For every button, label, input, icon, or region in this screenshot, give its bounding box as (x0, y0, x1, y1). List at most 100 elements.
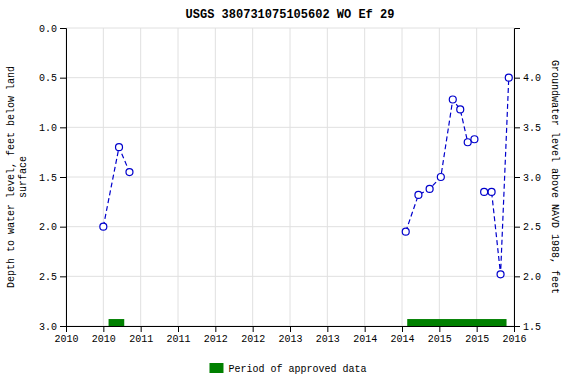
tick-label: 1.0 (39, 123, 57, 134)
tick-label: 1.5 (523, 322, 541, 333)
tick-label: 2016 (502, 334, 526, 345)
tick-mark (514, 276, 520, 277)
tick-label: 2.0 (523, 272, 541, 283)
tick-label: 2010 (92, 334, 116, 345)
tick-mark (60, 227, 66, 228)
tick: 0.5 (39, 73, 66, 84)
tick-mark (60, 326, 66, 327)
tick: 2012 (241, 326, 265, 345)
point (457, 106, 464, 113)
tick-mark (439, 326, 440, 332)
axis-line (515, 29, 521, 327)
title: USGS 380731075105602 WO Ef 29 (186, 8, 395, 22)
tick-mark (60, 177, 66, 178)
y2-axis-title: Groundwater level above NAVD 1988, feet (549, 60, 560, 294)
tick-mark (327, 326, 328, 332)
tick-label: 2013 (316, 334, 340, 345)
tick-label: 2015 (428, 334, 452, 345)
tick: 2012 (204, 326, 228, 345)
tick: 2011 (129, 326, 153, 345)
tick: 2013 (316, 326, 340, 345)
tick-label: 4.0 (523, 73, 541, 84)
legend: Period of approved data (209, 363, 366, 375)
point (100, 223, 107, 230)
tick-mark (103, 326, 104, 332)
approved-span (407, 319, 506, 326)
tick-label: 3.5 (523, 123, 541, 134)
point (481, 188, 488, 195)
tick: 2014 (390, 326, 414, 345)
point (471, 136, 478, 143)
tick: 3.0 (39, 322, 66, 333)
point (426, 185, 433, 192)
tick-label: 3.0 (39, 322, 57, 333)
tick-mark (514, 326, 520, 327)
tick-label: 2.0 (39, 222, 57, 233)
tick-label: 1.5 (39, 173, 57, 184)
point (464, 139, 471, 146)
plot-area (100, 74, 512, 326)
y2-axis: 1.52.02.53.03.54.0 (514, 29, 541, 333)
legend-item: Period of approved data (209, 363, 366, 375)
y-axis: 0.0 0.5 1.0 1.5 2.0 2.5 3.0 (39, 24, 67, 333)
tick-label: 2014 (353, 334, 377, 345)
tick: 3.0 (514, 173, 541, 184)
tick: 2010 (54, 326, 78, 345)
grid (66, 28, 514, 326)
tick-label: 2011 (166, 334, 190, 345)
chart-container: 2010 2010 2011 2011 2012 2012 2013 2013 2014 2014… (0, 0, 576, 384)
tick-mark (365, 326, 366, 332)
grid-line-y (66, 276, 514, 277)
tick: 2013 (278, 326, 302, 345)
point (437, 174, 444, 181)
tick-label: 2010 (54, 334, 78, 345)
tick: 2015 (428, 326, 452, 345)
tick-mark (60, 78, 66, 79)
tick-mark (60, 28, 66, 29)
approved-span (109, 319, 125, 326)
point (488, 188, 495, 195)
tick-label: 2012 (204, 334, 228, 345)
tick: 0.0 (39, 24, 66, 35)
grid-line-y (66, 28, 514, 29)
point (505, 74, 512, 81)
tick: 2.0 (39, 222, 66, 233)
grid-line-y (66, 77, 514, 78)
tick: 1.0 (39, 123, 66, 134)
tick: 2015 (465, 326, 489, 345)
tick: 3.5 (514, 123, 541, 134)
tick: 2011 (166, 326, 190, 345)
legend-label: Period of approved data (228, 364, 366, 375)
grid-line-y (66, 177, 514, 178)
tick-mark (141, 326, 142, 332)
point (402, 228, 409, 235)
tick-label: 2.5 (39, 272, 57, 283)
axis-line (67, 327, 515, 333)
axis-line (60, 29, 67, 327)
tick-label: 2015 (465, 334, 489, 345)
grid-line-y (66, 127, 514, 128)
tick-mark (514, 177, 520, 178)
tick-mark (514, 227, 520, 228)
tick: 2.0 (514, 272, 541, 283)
tick-mark (178, 326, 179, 332)
grid-line-y (66, 226, 514, 227)
point (116, 144, 123, 151)
tick-label: 0.5 (39, 73, 57, 84)
tick: 2010 (92, 326, 116, 345)
legend-swatch (209, 363, 223, 373)
point (449, 96, 456, 103)
tick-label: 2011 (129, 334, 153, 345)
tick-label: 2013 (278, 334, 302, 345)
tick-mark (60, 127, 66, 128)
tick-mark (402, 326, 403, 332)
x-axis: 2010 2010 2011 2011 2012 2012 2013 2013 2014 2014… (54, 326, 526, 345)
point (415, 191, 422, 198)
tick-label: 2012 (241, 334, 265, 345)
tick-mark (477, 326, 478, 332)
tick-mark (215, 326, 216, 332)
tick-label: 2014 (390, 334, 414, 345)
point (126, 169, 133, 176)
chart: 2010 2010 2011 2011 2012 2012 2013 2013 2014 2014… (0, 0, 576, 384)
tick: 4.0 (514, 73, 541, 84)
